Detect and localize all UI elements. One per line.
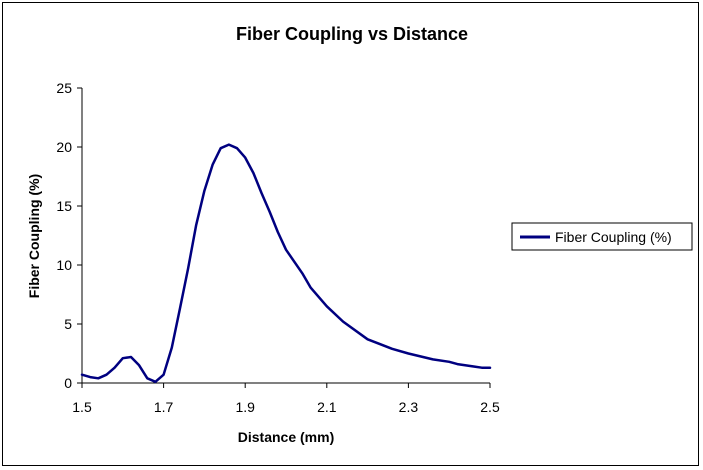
series-line — [80, 143, 492, 384]
x-tick-label: 2.3 — [399, 399, 419, 415]
y-tick-label: 10 — [56, 257, 72, 273]
series-layer — [80, 143, 492, 384]
legend: Fiber Coupling (%) — [511, 222, 693, 251]
tick-labels: 0 5 10 15 20 25 1.5 1.7 1.9 2.1 2.3 2.5 — [56, 80, 500, 415]
x-tick-label: 1.7 — [154, 399, 174, 415]
x-tick-label: 2.1 — [317, 399, 337, 415]
x-axis-label: Distance (mm) — [238, 429, 334, 445]
x-tick-label: 2.5 — [480, 399, 500, 415]
y-tick-label: 25 — [56, 80, 72, 96]
x-tick-label: 1.5 — [72, 399, 92, 415]
y-axis-label: Fiber Coupling (%) — [26, 174, 42, 298]
legend-label: Fiber Coupling (%) — [555, 229, 672, 245]
x-tick-label: 1.9 — [235, 399, 255, 415]
ticks — [77, 87, 491, 388]
chart-title: Fiber Coupling vs Distance — [236, 24, 468, 44]
y-tick-label: 15 — [56, 198, 72, 214]
axes — [81, 88, 490, 384]
y-tick-label: 0 — [64, 375, 72, 391]
y-tick-label: 20 — [56, 139, 72, 155]
y-tick-label: 5 — [64, 316, 72, 332]
